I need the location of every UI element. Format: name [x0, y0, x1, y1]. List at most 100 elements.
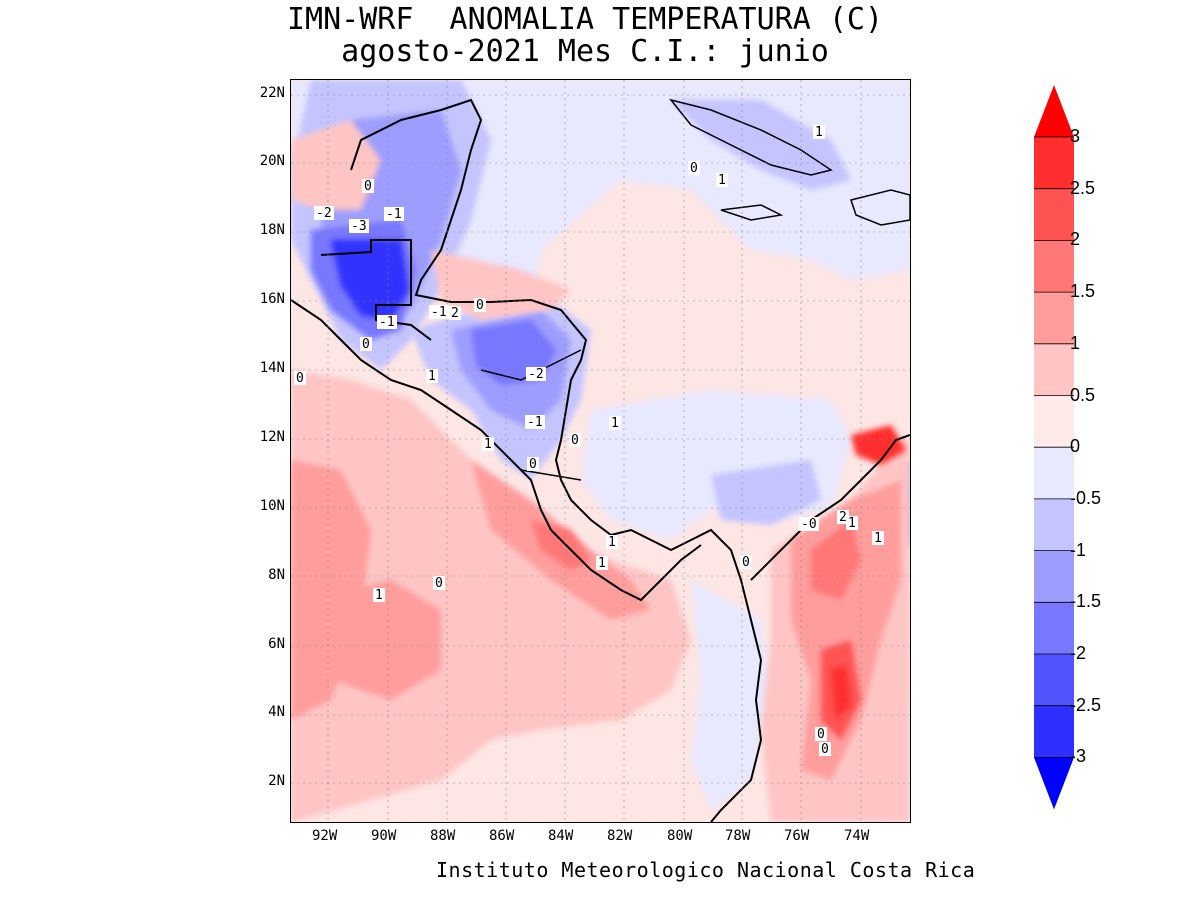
colorbar-label: -2 [1070, 643, 1087, 663]
lon-tick-label: 86W [489, 828, 515, 844]
colorbar-swatch [1034, 602, 1074, 655]
contour-label: 0 [435, 576, 443, 591]
contour-label-bg [596, 556, 608, 570]
lon-tick-label: 76W [784, 828, 810, 844]
contour-label-bg [373, 588, 385, 602]
contour-label-bg [429, 305, 449, 319]
coastline-colombia-north [750, 434, 910, 581]
contour-label: 2 [839, 510, 847, 525]
contour-label: 0 [362, 337, 370, 352]
contour-label: 1 [484, 437, 492, 452]
contour-label-bg [360, 337, 372, 351]
lat-tick-label: 4N [268, 704, 285, 720]
lon-tick-label: 78W [725, 828, 751, 844]
contour-label: -1 [431, 305, 447, 320]
colorbar-label: 0 [1070, 436, 1081, 457]
map-gridlines [291, 80, 910, 822]
contour-label-bg [872, 531, 884, 545]
contour-label-bg [377, 315, 397, 329]
contour-label: 0 [690, 161, 698, 176]
contour-label-bg [474, 298, 486, 312]
contour-label: 1 [598, 556, 606, 571]
lon-tick-label: 88W [430, 828, 456, 844]
colorbar-label: 1.5 [1070, 281, 1096, 302]
anomaly-area-pos-2-5-guajira [851, 425, 906, 465]
contour-label-bg [349, 219, 369, 233]
chart-title-line-2: agosto-2021 Mes C.I.: junio [341, 34, 829, 69]
lat-tick-label: 14N [259, 360, 285, 376]
lat-tick-label: 6N [268, 636, 285, 652]
lat-tick-label: 2N [268, 773, 285, 789]
contour-label: 1 [848, 516, 856, 531]
colorbar-label: -2.5 [1070, 694, 1102, 715]
colorbar-swatch [1034, 498, 1074, 552]
anomaly-map: -2 -3 -1 0 -1 -1 2 0 -2 1 -1 0 1 0 0 1 1 1 1 0 -0 0 1 1 2 1 1 0 0 0 0 [290, 79, 911, 823]
contour-label: 0 [296, 371, 304, 386]
lon-tick-label: 82W [607, 828, 633, 844]
contour-label-bg [606, 535, 618, 549]
contour-label-bg [799, 517, 819, 531]
colorbar-swatch [1034, 447, 1074, 500]
contour-label: 0 [476, 298, 484, 313]
colorbar-swatch [1034, 188, 1074, 241]
contour-label-bg [740, 555, 752, 569]
colorbar-swatch [1034, 240, 1074, 293]
anomaly-area-neg-1-caribbean-south [711, 460, 821, 525]
contour-label: -2 [316, 206, 332, 221]
colorbar-label: 3 [1070, 126, 1081, 146]
anomaly-area-neg-1-cuba [671, 100, 851, 190]
lon-tick-label: 84W [548, 828, 574, 844]
coastline-jamaica [720, 204, 784, 221]
colorbar-top-arrow [1034, 85, 1074, 137]
contour-label: -1 [379, 315, 395, 330]
contour-label: 1 [611, 416, 619, 431]
contour-label: 0 [364, 179, 372, 194]
colorbar-swatch [1034, 550, 1074, 603]
contour-label-bg [482, 437, 494, 451]
contour-label: -2 [528, 367, 544, 382]
colorbar-swatch [1034, 292, 1074, 345]
contour-label: 1 [428, 369, 436, 384]
contour-label-bg [526, 367, 546, 381]
anomaly-area-neg-0-5-pacific [691, 580, 771, 810]
lat-tick-label: 16N [259, 291, 285, 307]
credit-text: Instituto Meteorologico Nacional Costa R… [436, 858, 976, 882]
colorbar-label: -1 [1070, 539, 1087, 560]
colorbar-swatch [1034, 137, 1074, 190]
contour-label: 1 [608, 535, 616, 550]
contour-label: -1 [527, 415, 543, 430]
colorbar-label: -1.5 [1070, 591, 1102, 612]
contour-label-bg [569, 433, 581, 447]
anomaly-area-pos-1-pacific-mid [311, 580, 441, 700]
lat-tick-label: 8N [268, 567, 285, 583]
contour-label-bg [716, 173, 728, 187]
lon-tick-label: 92W [312, 828, 338, 844]
coastline-hispaniola [850, 189, 910, 226]
anomaly-area-pos-1-5-colombia [811, 520, 861, 600]
contour-label-bg [819, 742, 831, 756]
colorbar-swatch [1034, 395, 1074, 448]
lat-tick-label: 18N [259, 222, 285, 238]
contour-label: 0 [817, 727, 825, 742]
coastline-cuba [669, 98, 833, 176]
anomaly-area-neg-2-5 [331, 240, 409, 320]
contour-label-bg [609, 416, 621, 430]
contour-label-bg [688, 161, 700, 175]
contour-label-bg [813, 125, 825, 139]
coastline-yucatan-central-america [350, 98, 763, 822]
contour-label: 1 [375, 588, 383, 603]
colorbar-label: 2 [1070, 229, 1081, 250]
contour-label-bg [815, 727, 827, 741]
contour-label: -1 [386, 207, 402, 222]
contour-label-bg [433, 576, 445, 590]
contour-label-bg [314, 206, 334, 220]
colorbar-swatch [1034, 654, 1074, 707]
lon-tick-label: 74W [844, 828, 870, 844]
lat-tick-label: 10N [259, 498, 285, 514]
lon-tick-label: 90W [371, 828, 397, 844]
chart-title-line-1: IMN-WRF ANOMALIA TEMPERATURA (C) [286, 2, 884, 37]
contour-label: 0 [571, 433, 579, 448]
contour-label: 0 [529, 457, 537, 472]
